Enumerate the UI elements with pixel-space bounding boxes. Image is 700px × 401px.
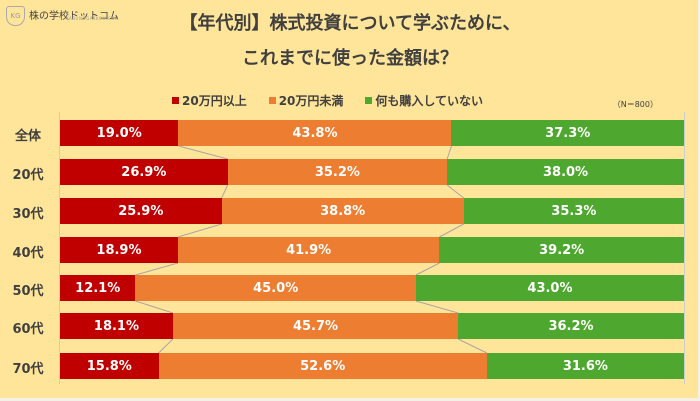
bar-segment: 12.1% bbox=[60, 275, 136, 301]
bar-segment: 25.9% bbox=[60, 198, 222, 224]
category-label: 全体 bbox=[14, 129, 41, 144]
legend-swatch-icon bbox=[172, 97, 179, 104]
category-label: 40代 bbox=[12, 246, 44, 261]
bar-row: 25.9% 38.8% 35.3% bbox=[60, 198, 684, 224]
bar-segment: 39.2% bbox=[439, 237, 684, 263]
y-axis-line bbox=[59, 112, 60, 384]
shield-logo-icon: KG bbox=[6, 6, 25, 26]
bar-segment: 35.2% bbox=[227, 159, 448, 185]
bar-row: 26.9% 35.2% 38.0% bbox=[60, 159, 684, 185]
legend-swatch-icon bbox=[268, 97, 276, 104]
bar-segment: 15.8% bbox=[60, 353, 159, 379]
legend-item-none: 何も購入していない bbox=[365, 92, 483, 109]
category-label: 30代 bbox=[12, 207, 44, 222]
category-label: 70代 bbox=[12, 362, 44, 377]
legend-item-under200k: 20万円未満 bbox=[268, 92, 344, 109]
bar-segment: 45.0% bbox=[135, 275, 416, 301]
bar-segment: 18.1% bbox=[60, 313, 173, 339]
bar-segment: 18.9% bbox=[60, 237, 178, 263]
brand-logo: KG 株の学校ドットコム bbox=[6, 6, 119, 26]
bar-segment: 19.0% bbox=[60, 120, 179, 146]
bar-row: 18.9% 41.9% 39.2% bbox=[60, 237, 684, 263]
brand-subtext: KABUNOGAKKOU.COM bbox=[66, 16, 119, 21]
legend-swatch-icon bbox=[365, 97, 373, 104]
legend-label: 20万円未満 bbox=[278, 94, 344, 108]
category-label: 20代 bbox=[12, 168, 44, 183]
bar-segment: 43.0% bbox=[415, 275, 684, 301]
bar-row: 19.0% 43.8% 37.3% bbox=[60, 120, 684, 146]
bar-segment: 45.7% bbox=[172, 313, 459, 339]
legend: 20万円以上 20万円未満 何も購入していない bbox=[172, 92, 483, 109]
bar-segment: 38.8% bbox=[221, 198, 464, 224]
bar-segment: 36.2% bbox=[458, 313, 684, 339]
bar-segment: 26.9% bbox=[60, 159, 228, 185]
legend-item-over200k: 20万円以上 bbox=[172, 92, 247, 109]
category-label: 50代 bbox=[12, 284, 44, 299]
sample-size: （N＝800） bbox=[612, 100, 658, 109]
bar-row: 18.1% 45.7% 36.2% bbox=[60, 313, 684, 339]
bar-segment: 37.3% bbox=[451, 120, 684, 146]
category-label: 60代 bbox=[12, 322, 44, 337]
right-axis-line bbox=[684, 112, 685, 384]
bar-row: 12.1% 45.0% 43.0% bbox=[60, 275, 684, 301]
brand-name: 株の学校ドットコム bbox=[29, 10, 119, 22]
bar-segment: 43.8% bbox=[178, 120, 452, 146]
bar-segment: 31.6% bbox=[486, 353, 684, 379]
chart-title-line2: これまでに使った金額は？ bbox=[242, 48, 458, 69]
bar-segment: 35.3% bbox=[463, 198, 684, 224]
bar-segment: 38.0% bbox=[447, 159, 684, 185]
legend-label: 何も購入していない bbox=[375, 94, 484, 108]
bar-row: 15.8% 52.6% 31.6% bbox=[60, 353, 684, 379]
chart-title-line1: 【年代別】株式投資について学ぶために、 bbox=[179, 13, 521, 34]
bar-segment: 52.6% bbox=[158, 353, 487, 379]
bar-segment: 41.9% bbox=[177, 237, 440, 263]
legend-label: 20万円以上 bbox=[182, 94, 247, 108]
